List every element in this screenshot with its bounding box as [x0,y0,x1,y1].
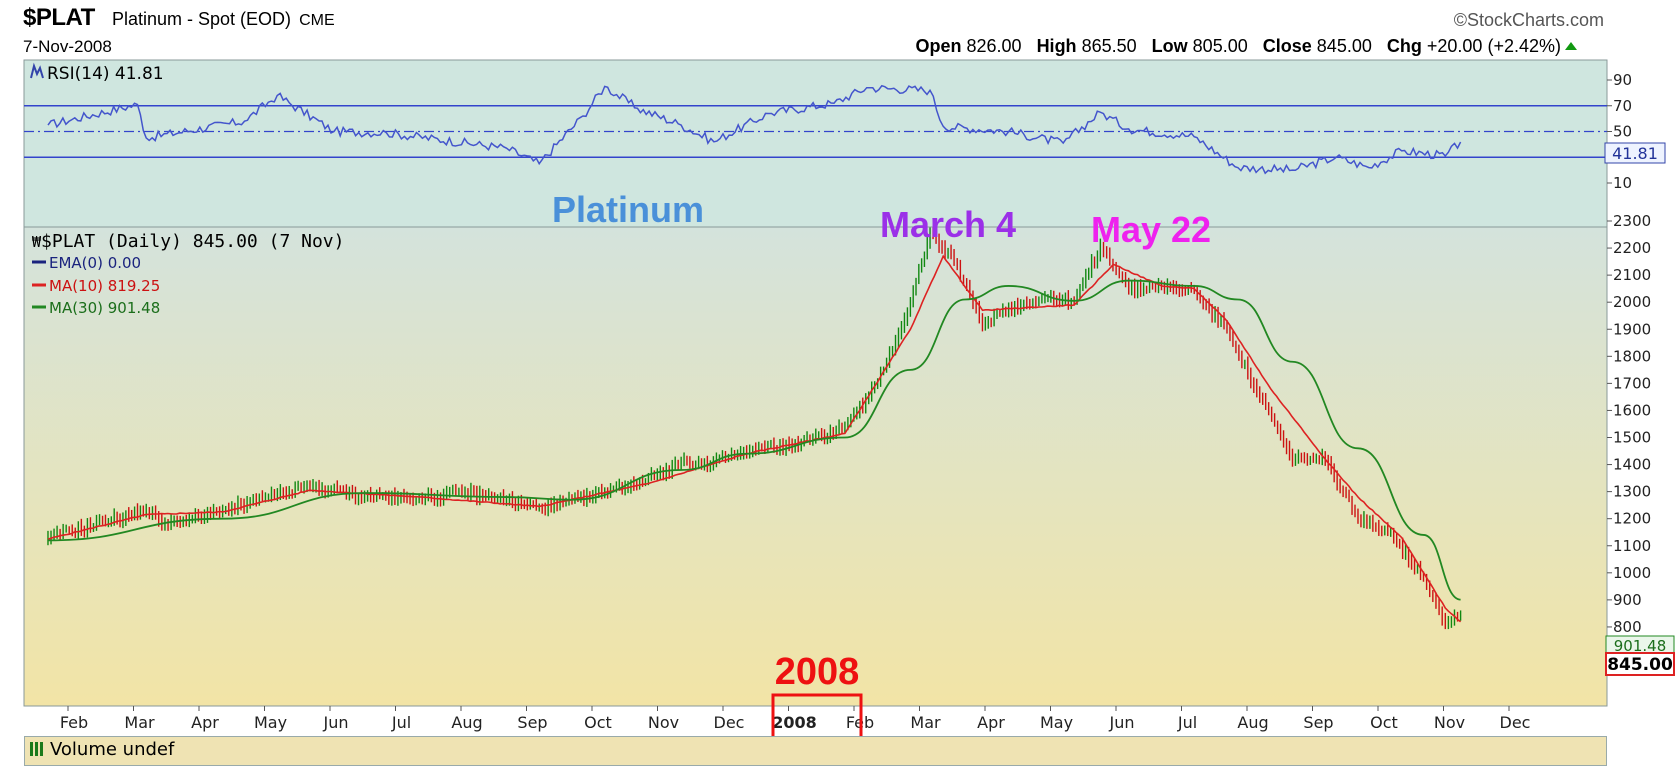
description-text: Platinum - Spot (EOD) [112,9,292,29]
rsi-legend: RSI(14) 41.81 [30,62,164,84]
price-tick-label: 900 [1613,591,1642,609]
volume-label-text: Volume undef [50,739,175,760]
x-tick-label: Aug [1237,713,1268,732]
price-panel-label: ₩$PLAT (Daily) 845.00 (7 Nov) [32,231,344,252]
price-tick-label: 2200 [1613,239,1651,257]
ma30-value-text: 901.48 [1614,637,1667,655]
rsi-label: RSI(14) 41.81 [47,64,164,84]
chart-date: 7-Nov-2008 [23,37,112,56]
brand-watermark: ©StockCharts.com [1453,10,1604,30]
rsi-value-tag [1604,142,1666,164]
x-tick-label: Feb [60,713,88,732]
price-tick-label: 1200 [1613,510,1651,528]
price-label-text: $PLAT (Daily) 845.00 (7 Nov) [41,231,344,252]
annotation-march4: March 4 [880,204,1016,245]
annotation-platinum: Platinum [552,189,704,230]
legend-ma30-label: MA(30) 901.48 [49,299,160,317]
ma10-line [47,254,1462,623]
price-tick-label: 1800 [1613,347,1651,365]
x-tick-label: Aug [451,713,482,732]
price-tick-label: 2100 [1613,266,1651,284]
annotation-year: 2008 [775,651,860,693]
price-tick-label: 1300 [1613,483,1651,501]
x-tick-label: May [254,713,287,732]
price-tick-label: 1400 [1613,456,1651,474]
x-tick-label: Nov [1434,713,1465,732]
ohlc-summary: Open 826.00 High 865.50 Low 805.00 Close… [915,36,1577,57]
x-tick-label: Jul [1177,713,1197,732]
x-tick-label: Dec [714,713,745,732]
x-tick-label: 2008 [772,713,817,732]
price-tick-label: 1700 [1613,374,1651,392]
candle-icon: ₩ [32,233,42,251]
x-tick-label: Oct [1370,713,1398,732]
x-tick-label: Mar [910,713,941,732]
rsi-tick-label: 10 [1613,174,1632,192]
x-tick-label: Nov [648,713,679,732]
legend-ema-label: EMA(0) 0.00 [49,254,141,272]
close-value-text: 845.00 [1607,655,1673,675]
chart-header: $PLAT Platinum - Spot (EOD) CME 7-Nov-200… [0,0,1680,60]
rsi-value-text: 41.81 [1612,144,1658,163]
up-arrow-icon [1565,42,1577,50]
legend-ma10-label: MA(10) 819.25 [49,277,160,295]
price-tick-label: 1600 [1613,401,1651,419]
open-label: Open [915,36,962,56]
close-value-tag [1605,652,1675,676]
chart-svg: 2300 2200 2100 2000 1900 1800 1700 1600 1500 1400… [23,59,1675,736]
exchange: CME [299,12,335,29]
rsi-tick-label: 90 [1613,71,1632,89]
volume-icon [30,742,46,756]
annotation-may22: May 22 [1091,209,1211,250]
symbol: $PLAT [23,4,95,31]
high-value: 865.50 [1081,36,1137,56]
price-tick-label: 2300 [1613,212,1651,230]
legend: EMA(0) 0.00 MA(10) 819.25 MA(30) 901.48 [32,254,160,317]
price-tick-label: 1000 [1613,564,1651,582]
price-tick-label: 1100 [1613,537,1651,555]
rsi-tick-label: 70 [1613,97,1632,115]
ma30-line [47,279,1461,601]
x-tick-label: Apr [977,713,1005,732]
x-tick-label: Sep [1303,713,1333,732]
x-tick-label: Jun [1109,713,1135,732]
x-tick-label: Mar [124,713,155,732]
price-tick-label: 1500 [1613,429,1651,447]
x-tick-label: Jun [323,713,349,732]
low-value: 805.00 [1192,36,1248,56]
volume-label: Volume undef [30,739,174,760]
close-value: 845.00 [1316,36,1372,56]
price-panel-bg [23,226,1608,707]
price-tick-label: 800 [1613,618,1642,636]
close-label: Close [1262,36,1312,56]
price-tick-label: 2000 [1613,293,1651,311]
high-label: High [1036,36,1077,56]
x-tick-label: Sep [517,713,547,732]
chg-value: +20.00 (+2.42%) [1426,36,1561,56]
x-tick-label: Dec [1500,713,1531,732]
rsi-panel-bg [23,59,1608,228]
year-highlight-box [771,693,863,736]
rsi-icon [30,62,44,79]
x-tick-label: Jul [391,713,411,732]
volume-panel [24,736,1607,766]
symbol-description: Platinum - Spot (EOD) CME [112,9,335,30]
price-tick-label: 1900 [1613,320,1651,338]
rsi-line [47,84,1462,175]
x-tick-label: Apr [191,713,219,732]
x-tick-label: Oct [584,713,612,732]
chg-label: Chg [1386,36,1422,56]
rsi-tick-label: 50 [1613,123,1632,141]
low-label: Low [1151,36,1188,56]
x-tick-label: May [1040,713,1073,732]
open-value: 826.00 [966,36,1022,56]
